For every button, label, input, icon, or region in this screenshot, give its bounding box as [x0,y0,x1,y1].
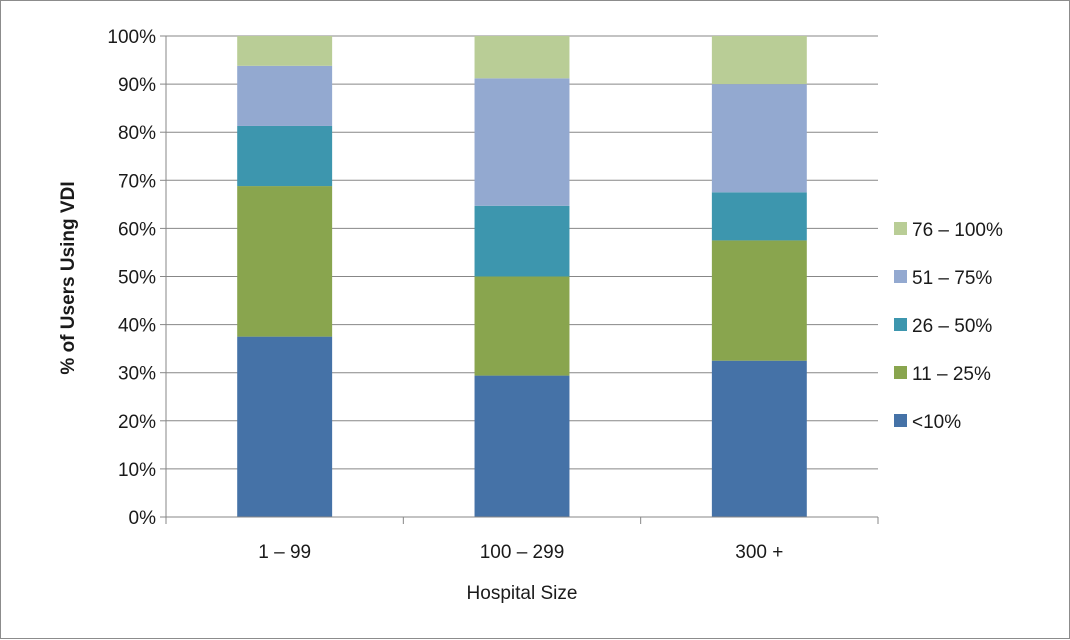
x-tick-labels: 1 – 99 100 – 299 300 + [258,542,783,563]
bar-segment [711,36,807,85]
x-tick-label: 1 – 99 [258,542,311,563]
bar-segment [474,78,570,206]
y-tick-label: 40% [118,316,156,337]
bar-segment [711,192,807,241]
bar-segment [237,336,333,517]
x-tick-label: 300 + [735,542,783,563]
bar-segment [237,65,333,126]
y-tick-label: 70% [118,171,156,192]
legend-label: 51 – 75% [912,268,992,289]
bar-segment [237,36,333,66]
y-tick-label: 0% [129,508,157,529]
legend-swatch [894,414,907,427]
bar-segment [474,36,570,79]
x-axis-title: Hospital Size [467,583,578,604]
bar-segment [711,84,807,193]
bars [237,36,807,517]
bar-segment [711,360,807,517]
legend-label: 26 – 50% [912,316,992,337]
y-tick-label: 50% [118,268,156,289]
bar-segment [237,186,333,337]
x-tick-label: 100 – 299 [480,542,565,563]
legend-swatch [894,366,907,379]
legend-label: 11 – 25% [912,364,991,385]
bar-segment [711,240,807,361]
y-tick-label: 30% [118,364,156,385]
bar-segment [474,276,570,376]
bar-segment [474,205,570,277]
legend-swatch [894,318,907,331]
legend-swatch [894,270,907,283]
y-axis-title: % of Users Using VDI [58,181,79,374]
legend-label: 76 – 100% [912,220,1003,241]
y-tick-label: 10% [118,460,156,481]
y-tick-labels: 0% 10% 20% 30% 40% 50% 60% 70% 80% 90% 100% [107,27,156,529]
legend-label: <10% [912,412,961,433]
axes [165,36,879,524]
y-tick-label: 100% [107,27,156,48]
y-tick-label: 90% [118,75,156,96]
legend: 76 – 100% 51 – 75% 26 – 50% 11 – 25% <10% [894,220,1003,433]
legend-swatch [894,222,907,235]
y-tick-label: 80% [118,123,156,144]
bar-segment [237,125,333,187]
bar-segment [474,375,570,517]
y-tick-label: 20% [118,412,156,433]
y-tick-label: 60% [118,219,156,240]
